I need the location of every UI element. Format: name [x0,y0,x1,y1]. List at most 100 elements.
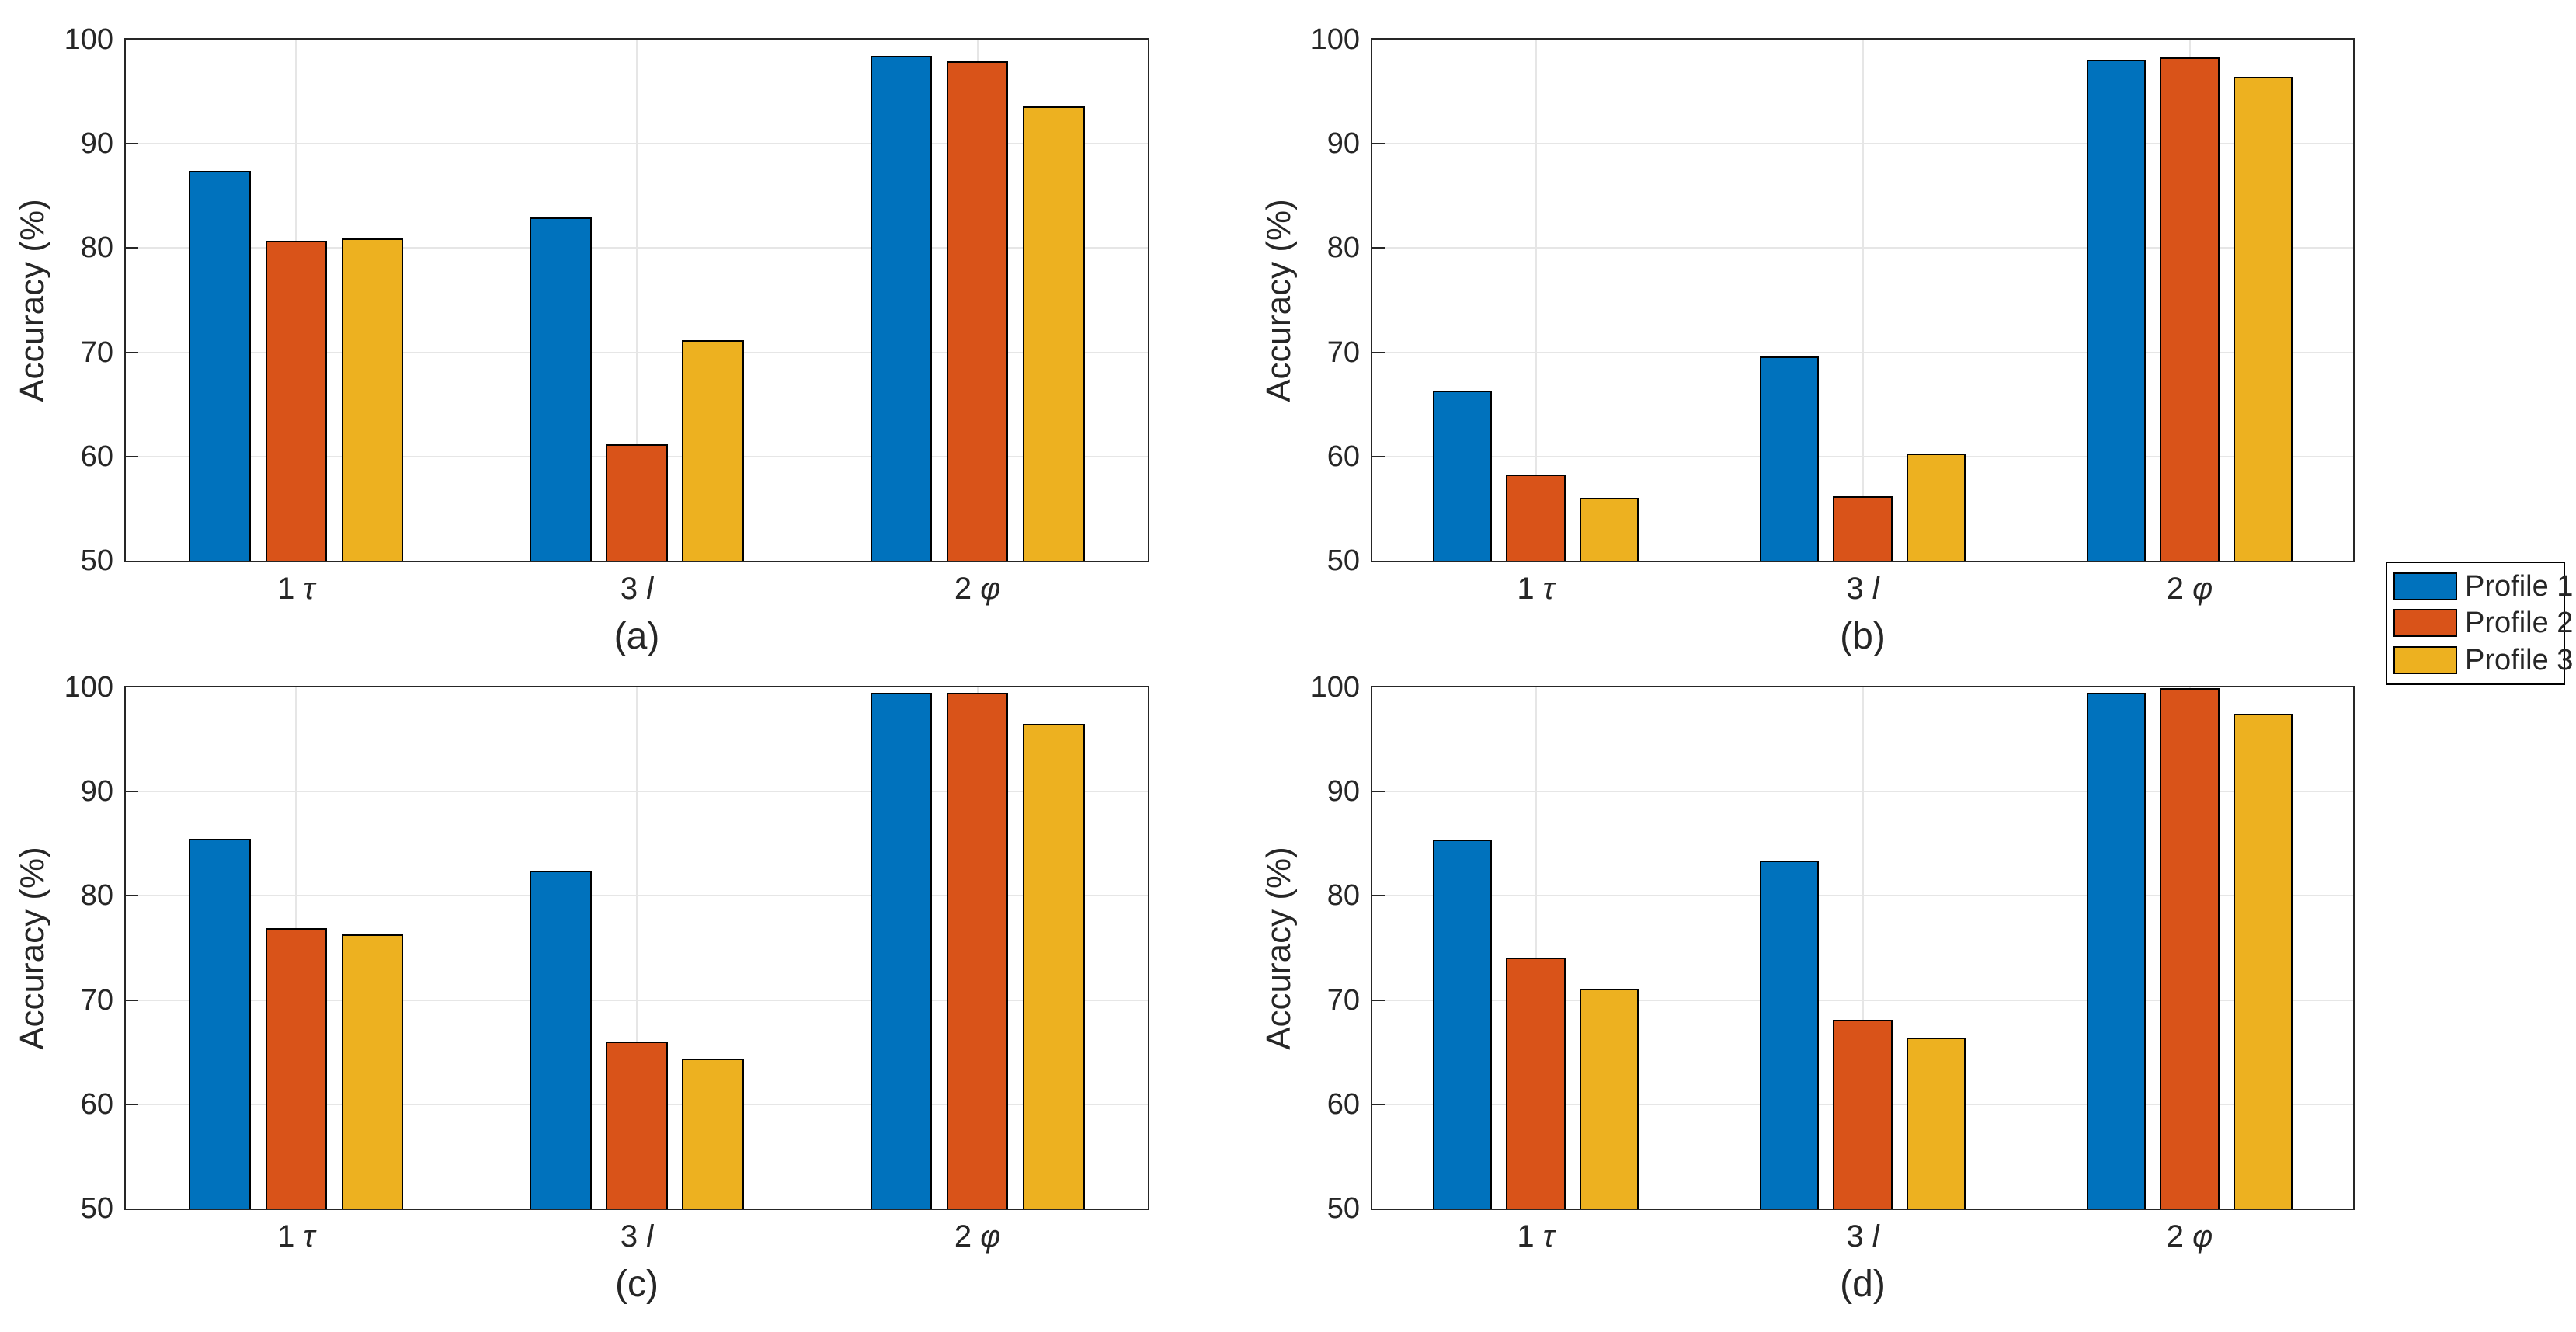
y-tick-mark [1372,143,1385,145]
xtick-symbol: τ [1542,1219,1555,1254]
y-tick-mark [1372,351,1385,353]
subplot-b-ytick-90: 90 [1326,127,1360,161]
xtick-number: 3 [620,1219,647,1254]
bar-c-group1-profile1 [189,838,251,1209]
xtick-number: 1 [277,1219,304,1254]
subplot-b-xtick-group3: 2 φ [2167,573,2213,604]
subplot-c-xtick-group3: 2 φ [954,1221,1000,1252]
subplot-d-ytick-70: 70 [1326,983,1360,1017]
y-tick-mark [126,351,138,353]
subplot-a-ytick-50: 50 [80,544,113,577]
subplot-d-ytick-100: 100 [1310,671,1360,704]
xtick-symbol: φ [980,1219,1001,1254]
subplot-a-ytick-60: 60 [80,440,113,473]
bar-b-group1-profile2 [1506,474,1566,561]
subplot-d-caption: (d) [1840,1264,1886,1305]
xtick-symbol: φ [2192,1219,2213,1254]
bar-b-group2-profile1 [1760,356,1820,561]
bar-a-group2-profile2 [606,443,668,561]
subplot-d-ytick-60: 60 [1326,1087,1360,1121]
y-tick-mark [1372,455,1385,457]
x-gridline-group2 [1862,40,1864,561]
x-gridline-group1 [1535,687,1537,1209]
bar-d-group1-profile1 [1433,839,1493,1209]
legend-item-profile1: Profile 1 [2393,572,2573,601]
subplot-b-plot-area [1371,38,2355,562]
y-tick-mark [126,455,138,457]
legend-label-profile1: Profile 1 [2465,569,2574,603]
subplot-b-xtick-group2: 3 l [1846,573,1879,604]
bar-c-group2-profile1 [530,871,592,1209]
subplot-d-ytick-80: 80 [1326,879,1360,913]
subplot-b-xtick-group1: 1 τ [1517,573,1554,604]
legend-label-profile2: Profile 2 [2465,607,2574,640]
bar-b-group2-profile2 [1833,496,1893,561]
legend-swatch-profile3-icon [2393,646,2457,675]
bar-a-group2-profile1 [530,217,592,561]
legend-box: Profile 1 Profile 2 Profile 3 [2386,562,2573,685]
bar-c-group3-profile2 [946,692,1009,1209]
bar-b-group2-profile3 [1906,453,1966,561]
subplot-c-ytick-60: 60 [80,1087,113,1121]
legend-item-profile3: Profile 3 [2393,645,2573,675]
legend-label-profile3: Profile 3 [2465,644,2574,677]
xtick-number: 2 [954,572,981,606]
subplot-b-ytick-70: 70 [1326,336,1360,369]
subplot-c-caption: (c) [615,1264,659,1305]
xtick-number: 2 [954,1219,981,1254]
subplot-d-xtick-group1: 1 τ [1517,1221,1554,1252]
xtick-symbol: φ [980,572,1001,606]
subplot-a-ytick-70: 70 [80,336,113,369]
bar-a-group1-profile1 [189,171,251,561]
subplot-c-y-axis-label: Accuracy (%) [13,846,51,1050]
subplot-b-ytick-100: 100 [1310,23,1360,56]
bar-c-group2-profile3 [682,1058,744,1209]
subplot-a-xtick-group3: 2 φ [954,573,1000,604]
bar-a-group3-profile1 [870,56,933,561]
subplot-c-plot-area [124,686,1149,1210]
xtick-number: 1 [1517,1219,1543,1254]
xtick-number: 3 [1846,1219,1872,1254]
bar-b-group1-profile1 [1433,391,1493,561]
xtick-number: 1 [1517,572,1543,606]
y-tick-mark [1372,791,1385,793]
x-gridline-group2 [636,40,638,561]
bar-c-group2-profile2 [606,1042,668,1209]
bar-d-group3-profile1 [2087,692,2147,1209]
subplot-a-xtick-group1: 1 τ [277,573,315,604]
x-gridline-group2 [1862,687,1864,1209]
subplot-a-ytick-100: 100 [64,23,113,56]
subplot-b-ytick-50: 50 [1326,544,1360,577]
subplot-d-ytick-90: 90 [1326,775,1360,809]
xtick-number: 1 [277,572,304,606]
subplot-d-plot-area [1371,686,2355,1210]
xtick-symbol: l [1872,572,1879,606]
bar-a-group1-profile3 [341,238,404,561]
bar-d-group3-profile2 [2160,688,2220,1209]
y-tick-mark [1372,999,1385,1001]
xtick-symbol: l [646,572,654,606]
subplot-c-xtick-group1: 1 τ [277,1221,315,1252]
subplot-d-xtick-group3: 2 φ [2167,1221,2213,1252]
bar-a-group2-profile3 [682,339,744,561]
subplot-c-ytick-50: 50 [80,1192,113,1225]
bar-a-group3-profile2 [946,61,1009,561]
bar-d-group2-profile3 [1906,1037,1966,1209]
bar-d-group2-profile1 [1760,860,1820,1209]
subplot-d-xtick-group2: 3 l [1846,1221,1879,1252]
subplot-c-xtick-group2: 3 l [621,1221,653,1252]
y-tick-mark [126,1103,138,1105]
y-tick-mark [126,791,138,793]
xtick-number: 3 [620,572,647,606]
subplot-a-caption: (a) [614,616,660,657]
xtick-symbol: τ [1542,572,1555,606]
bar-b-group3-profile2 [2160,57,2220,561]
subplot-a-ytick-90: 90 [80,127,113,161]
bar-b-group1-profile3 [1579,498,1639,561]
subplot-d-y-axis-label: Accuracy (%) [1260,846,1298,1050]
subplot-c-ytick-90: 90 [80,775,113,809]
subplot-d-ytick-50: 50 [1326,1192,1360,1225]
subplot-a-plot-area [124,38,1149,562]
bar-c-group3-profile1 [870,692,933,1209]
bar-b-group3-profile3 [2233,77,2293,561]
